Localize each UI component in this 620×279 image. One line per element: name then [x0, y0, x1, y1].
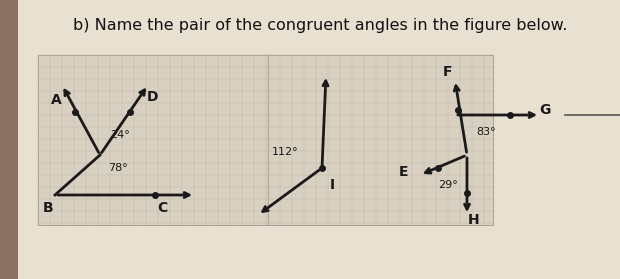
Text: 78°: 78°	[108, 163, 128, 173]
Text: 29°: 29°	[438, 180, 458, 190]
Text: A: A	[51, 93, 61, 107]
Text: b) Name the pair of the congruent angles in the figure below.: b) Name the pair of the congruent angles…	[73, 18, 567, 33]
Text: B: B	[43, 201, 53, 215]
Bar	[268, 55, 493, 225]
Text: 112°: 112°	[272, 147, 299, 157]
Text: D: D	[146, 90, 157, 104]
Text: I: I	[329, 178, 335, 192]
Text: H: H	[468, 213, 480, 227]
Text: F: F	[443, 65, 453, 79]
Text: 24°: 24°	[110, 130, 130, 140]
Text: E: E	[399, 165, 409, 179]
Bar	[0, 0, 18, 279]
Text: G: G	[539, 103, 551, 117]
Text: 83°: 83°	[476, 127, 495, 137]
Text: C: C	[157, 201, 167, 215]
Bar	[38, 55, 273, 225]
